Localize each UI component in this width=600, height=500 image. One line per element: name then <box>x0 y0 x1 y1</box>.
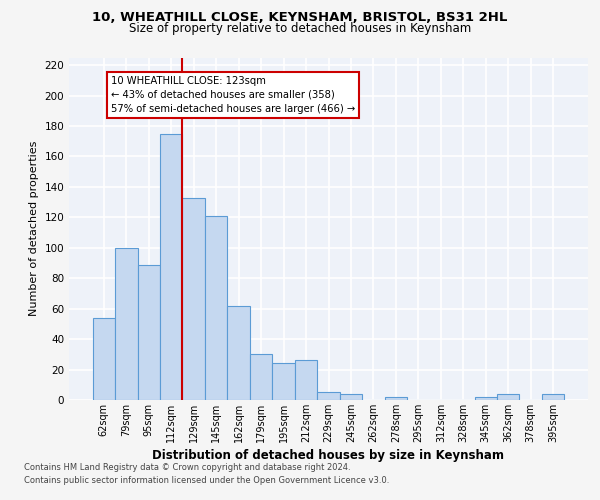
Y-axis label: Number of detached properties: Number of detached properties <box>29 141 39 316</box>
Text: 10, WHEATHILL CLOSE, KEYNSHAM, BRISTOL, BS31 2HL: 10, WHEATHILL CLOSE, KEYNSHAM, BRISTOL, … <box>92 11 508 24</box>
Bar <box>115 248 137 400</box>
Bar <box>182 198 205 400</box>
Bar <box>205 216 227 400</box>
Bar <box>160 134 182 400</box>
Bar <box>497 394 520 400</box>
Text: Size of property relative to detached houses in Keynsham: Size of property relative to detached ho… <box>129 22 471 35</box>
Bar <box>137 264 160 400</box>
Bar <box>317 392 340 400</box>
Text: 10 WHEATHILL CLOSE: 123sqm
← 43% of detached houses are smaller (358)
57% of sem: 10 WHEATHILL CLOSE: 123sqm ← 43% of deta… <box>110 76 355 114</box>
Bar <box>272 364 295 400</box>
Text: Contains public sector information licensed under the Open Government Licence v3: Contains public sector information licen… <box>24 476 389 485</box>
Bar <box>542 394 565 400</box>
Bar <box>250 354 272 400</box>
Bar <box>92 318 115 400</box>
Bar <box>295 360 317 400</box>
Bar <box>340 394 362 400</box>
Text: Contains HM Land Registry data © Crown copyright and database right 2024.: Contains HM Land Registry data © Crown c… <box>24 462 350 471</box>
Bar <box>385 397 407 400</box>
Bar <box>475 397 497 400</box>
Bar <box>227 306 250 400</box>
X-axis label: Distribution of detached houses by size in Keynsham: Distribution of detached houses by size … <box>152 449 505 462</box>
